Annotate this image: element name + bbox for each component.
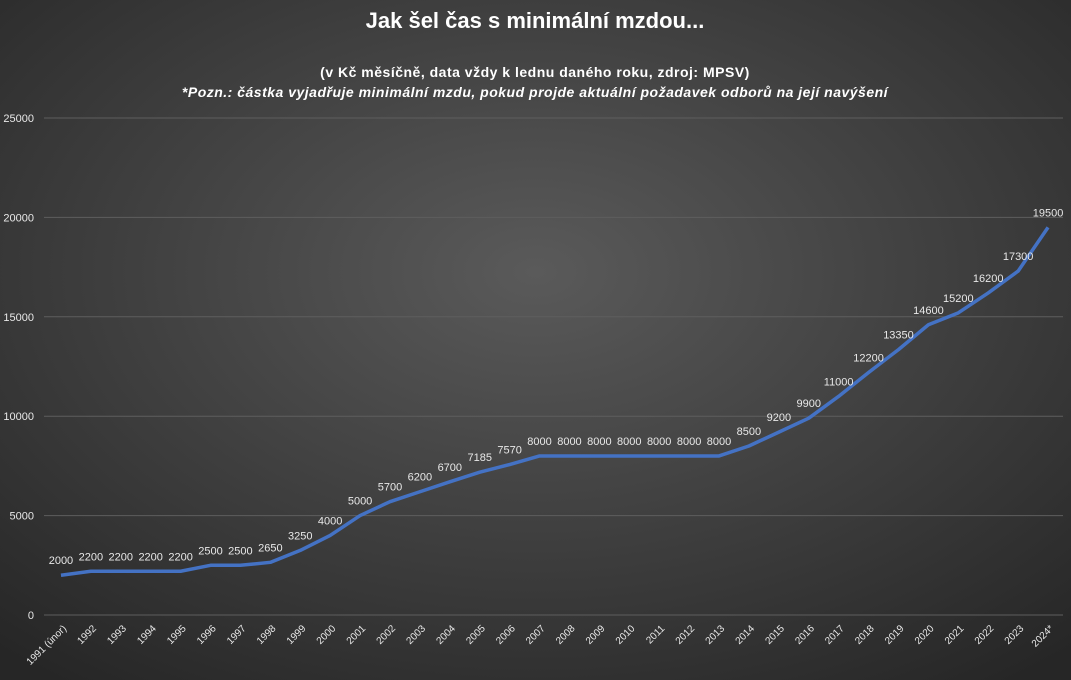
data-label: 4000	[318, 515, 342, 527]
data-label: 8000	[677, 436, 701, 448]
data-label: 8500	[737, 426, 761, 438]
data-label: 2200	[79, 551, 103, 563]
chart-subtitle: (v Kč měsíčně, data vždy k lednu daného …	[320, 64, 750, 80]
data-label: 5700	[378, 482, 402, 494]
data-label: 8000	[557, 436, 581, 448]
data-label: 9900	[797, 398, 821, 410]
data-label: 5000	[348, 496, 372, 508]
data-label: 2500	[228, 545, 252, 557]
y-tick-label: 25000	[3, 113, 34, 125]
data-label: 2650	[258, 542, 282, 554]
data-label: 17300	[1003, 251, 1034, 263]
data-label: 14600	[913, 305, 944, 317]
chart-title: Jak šel čas s minimální mzdou...	[366, 8, 705, 33]
data-label: 7570	[497, 445, 521, 457]
y-tick-label: 0	[28, 610, 34, 622]
data-label: 8000	[617, 436, 641, 448]
data-label: 8000	[707, 436, 731, 448]
y-tick-label: 5000	[10, 511, 34, 523]
data-label: 16200	[973, 273, 1004, 285]
data-label: 8000	[647, 436, 671, 448]
y-tick-label: 15000	[3, 312, 34, 324]
data-label: 15200	[943, 293, 974, 305]
data-label: 6200	[408, 472, 432, 484]
data-label: 6700	[438, 462, 462, 474]
line-series	[60, 226, 1050, 577]
data-label: 12200	[853, 352, 884, 364]
data-label: 2200	[138, 551, 162, 563]
data-label: 2200	[109, 551, 133, 563]
data-label: 19500	[1033, 207, 1064, 219]
y-tick-label: 10000	[3, 411, 34, 423]
y-tick-label: 20000	[3, 212, 34, 224]
data-label: 3250	[288, 530, 312, 542]
data-label: 11000	[824, 376, 854, 388]
data-label: 8000	[527, 436, 551, 448]
data-label: 7185	[467, 452, 491, 464]
data-label: 9200	[767, 412, 791, 424]
data-label: 2500	[198, 545, 222, 557]
chart-note: *Pozn.: částka vyjadřuje minimální mzdu,…	[182, 84, 890, 100]
data-label: 13350	[883, 330, 914, 342]
data-label: 8000	[587, 436, 611, 448]
data-label: 2000	[49, 555, 73, 567]
data-label: 2200	[168, 551, 192, 563]
